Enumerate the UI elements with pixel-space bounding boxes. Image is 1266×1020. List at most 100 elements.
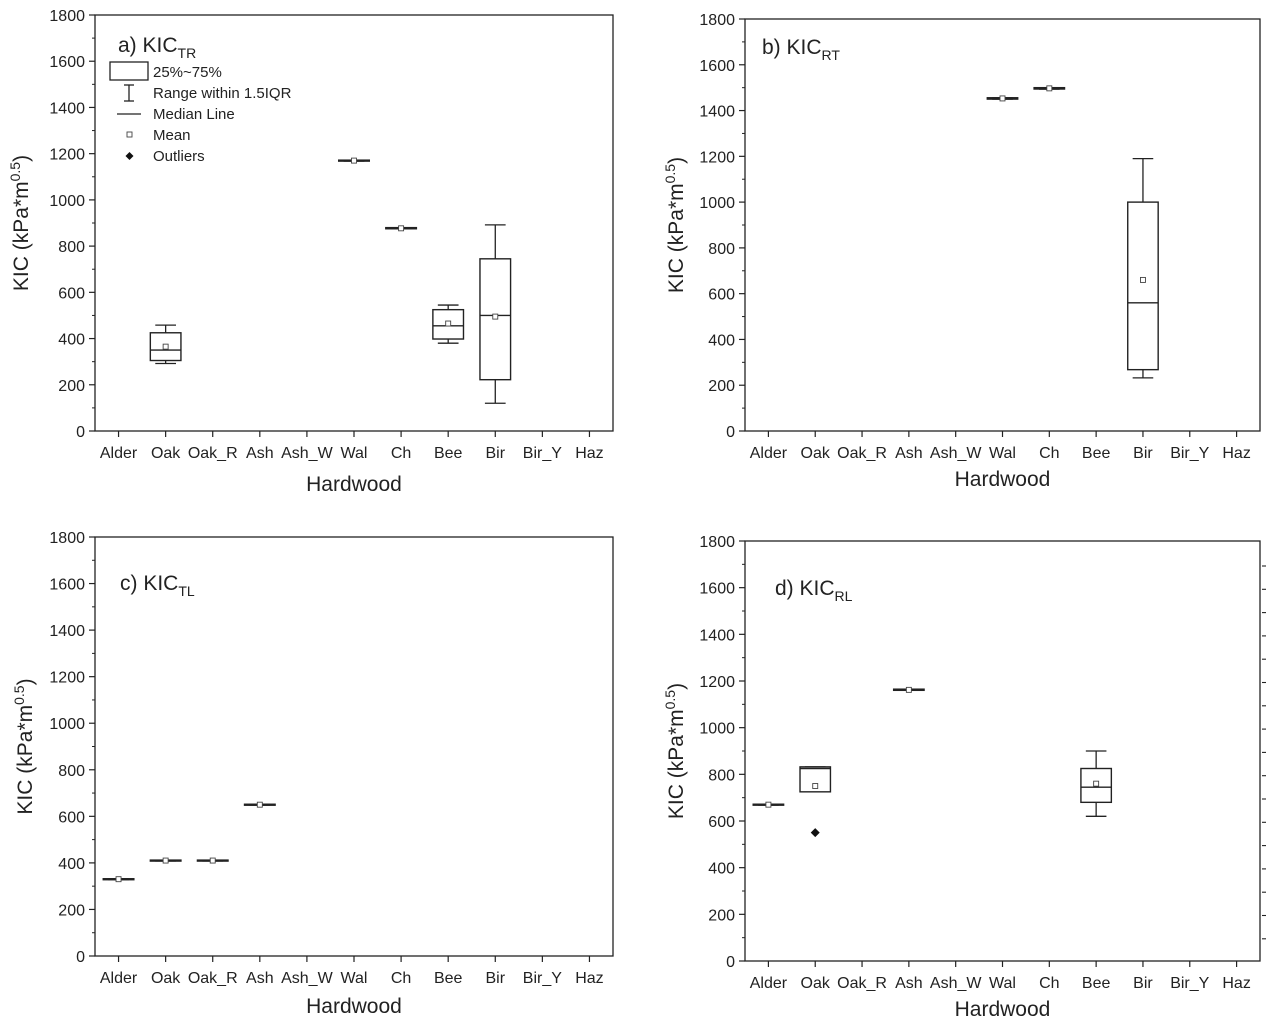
x-tick-label: Wal (341, 445, 368, 462)
y-tick-label: 1000 (49, 716, 85, 733)
x-tick-label: Ash_W (281, 970, 333, 987)
box-ash (243, 801, 276, 808)
x-tick-label: Bir (485, 970, 505, 987)
x-tick-label: Bir_Y (1170, 445, 1209, 462)
box-ch (385, 225, 418, 232)
mean-marker (162, 857, 169, 864)
y-tick-label: 1800 (699, 12, 735, 29)
y-tick-label: 1200 (699, 149, 735, 166)
y-axis-label: KIC (kPa*m0.5) (662, 157, 688, 293)
box-ch (1033, 85, 1066, 92)
x-tick-label: Oak_R (837, 975, 887, 992)
box-bir (1127, 157, 1159, 379)
y-tick-label: 800 (708, 767, 735, 784)
box-oak_r (196, 857, 229, 864)
legend-box-symbol (109, 61, 149, 81)
x-tick-label: Ash_W (930, 445, 982, 462)
x-tick-label: Bee (434, 970, 463, 987)
x-tick-label: Bee (434, 445, 463, 462)
mean-marker (115, 876, 122, 883)
mean-marker (162, 343, 169, 350)
y-tick-label: 1000 (49, 193, 85, 210)
y-tick-label: 1200 (49, 670, 85, 687)
x-tick-label: Wal (989, 445, 1016, 462)
y-axis-label: KIC (kPa*m0.5) (7, 155, 33, 291)
x-tick-label: Oak_R (188, 970, 238, 987)
panel-b: 0 200 400 600 800 1000 1200 1400 1600 1800 Alder Oa… (662, 12, 1261, 491)
box-alder (752, 801, 785, 808)
box-bir (479, 224, 512, 404)
y-tick-label: 0 (726, 954, 735, 971)
panel-title: c) KICTL (120, 572, 195, 599)
y-tick-label: 200 (58, 902, 85, 919)
x-tick-label: Haz (575, 970, 603, 987)
outlier-marker (810, 828, 820, 838)
y-axis-label: KIC (kPa*m0.5) (11, 678, 37, 814)
box-ash (892, 686, 925, 693)
x-tick-label: Haz (575, 445, 603, 462)
y-tick-label: 1800 (699, 534, 735, 551)
mean-marker (351, 157, 357, 164)
x-tick-label: Ash_W (930, 975, 982, 992)
box-bee (432, 304, 465, 344)
x-tick-label: Bir (485, 445, 505, 462)
edge-tick-marks (1262, 565, 1266, 940)
y-tick-label: 400 (58, 856, 85, 873)
plot-frame (94, 536, 614, 957)
x-tick-label: Alder (100, 445, 138, 462)
panel-a: 0 200 400 600 800 1000 1200 1400 1600 1800 Alder Oa… (7, 8, 614, 496)
y-tick-label: 0 (726, 424, 735, 441)
x-tick-label: Oak (801, 975, 831, 992)
x-tick-label: Ch (1039, 975, 1059, 992)
box-wal (337, 157, 371, 164)
x-tick-label: Haz (1222, 445, 1250, 462)
legend: 25%~75% Range within 1.5IQR Median Line Mea… (109, 61, 292, 165)
y-tick-label: 1600 (699, 58, 735, 75)
legend-outlier-symbol (125, 152, 134, 160)
x-tick-label: Bir_Y (1170, 975, 1209, 992)
x-axis-label: Hardwood (955, 998, 1051, 1020)
mean-marker (445, 320, 452, 327)
box-bee (1080, 750, 1113, 817)
mean-marker (1046, 85, 1053, 92)
y-tick-label: 600 (708, 287, 735, 304)
y-axis-label-exponent: 0.5 (7, 162, 23, 182)
x-tick-label: Haz (1222, 975, 1250, 992)
y-tick-label: 800 (58, 239, 85, 256)
x-tick-label: Ch (1039, 445, 1059, 462)
box-oak (149, 857, 182, 864)
mean-marker (905, 686, 912, 693)
panel-title-main: d) KIC (775, 577, 835, 600)
y-tick-label: 400 (58, 332, 85, 349)
panel-title: d) KICRL (775, 577, 853, 604)
y-tick-label: 200 (708, 907, 735, 924)
y-tick-label: 1800 (49, 8, 85, 25)
plot-frame (744, 18, 1261, 432)
y-axis-label-main: KIC (kPa*m (14, 705, 37, 815)
y-axis-label-exponent: 0.5 (662, 690, 678, 710)
panel-title-subscript: TR (178, 45, 197, 61)
panel-title: b) KICRT (762, 36, 840, 63)
x-tick-label: Ash (895, 445, 923, 462)
panel-d: 0 200 400 600 800 1000 1200 1400 1600 1800 Alder Oa… (662, 534, 1261, 1020)
y-tick-label: 1400 (49, 623, 85, 640)
x-tick-label: Alder (100, 970, 138, 987)
x-tick-label: Bee (1082, 975, 1111, 992)
x-tick-label: Ash (246, 970, 274, 987)
x-tick-label: Wal (341, 970, 368, 987)
y-tick-label: 800 (58, 763, 85, 780)
y-tick-label: 600 (58, 285, 85, 302)
y-tick-label: 1400 (699, 627, 735, 644)
y-axis-label-exponent: 0.5 (662, 164, 678, 184)
x-tick-label: Oak (151, 970, 181, 987)
y-axis-label-tail: ) (665, 157, 688, 164)
panel-title: a) KICTR (118, 34, 196, 61)
panel-title-main: b) KIC (762, 36, 822, 59)
x-axis-label: Hardwood (306, 473, 402, 496)
x-axis-label: Hardwood (306, 995, 402, 1018)
legend-outlier-label: Outliers (153, 148, 205, 165)
y-tick-label: 1200 (699, 674, 735, 691)
mean-marker (765, 801, 772, 808)
mean-marker (398, 225, 405, 232)
